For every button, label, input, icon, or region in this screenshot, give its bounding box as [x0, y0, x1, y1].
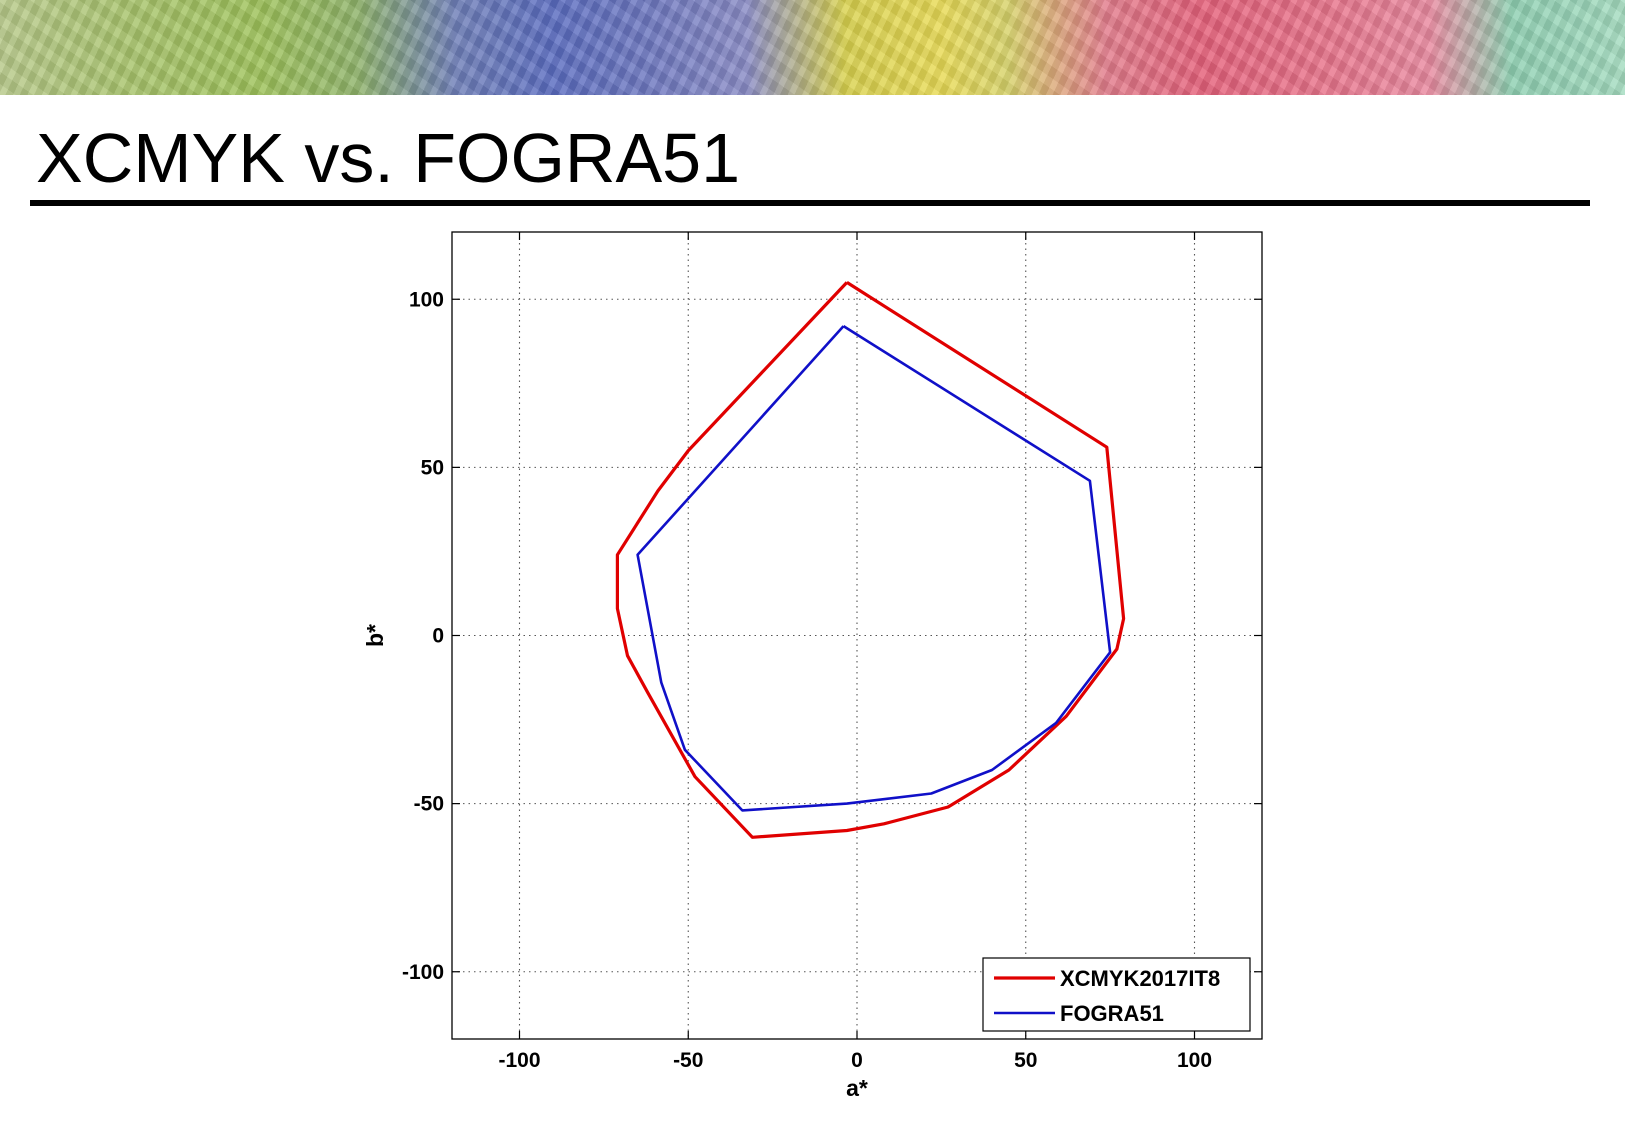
x-tick-label: -100	[498, 1049, 540, 1072]
y-tick-label: -100	[402, 961, 444, 984]
x-axis-label: a*	[846, 1075, 868, 1101]
y-tick-label: -50	[414, 793, 444, 816]
header-banner	[0, 0, 1625, 95]
series-line-xcmyk2017it8	[615, 281, 1126, 839]
series-layer	[615, 281, 1126, 839]
legend-entry-label: FOGRA51	[1060, 1001, 1164, 1026]
ticks: -100 -50 0 50 100 -100 -50 0 50 100	[402, 232, 1262, 1072]
page-title: XCMYK vs. FOGRA51	[36, 119, 741, 197]
grid	[452, 232, 1262, 1039]
legend-box	[982, 957, 1251, 1032]
y-axis-label: b*	[362, 624, 388, 647]
series-line-fogra51	[636, 324, 1112, 812]
y-tick-label: 0	[432, 625, 444, 648]
x-tick-label: 100	[1177, 1049, 1212, 1072]
x-tick-label: 50	[1014, 1049, 1037, 1072]
title-underline	[30, 200, 1590, 206]
legend: XCMYK2017IT8 FOGRA51	[982, 957, 1251, 1032]
y-tick-label: 100	[409, 288, 444, 311]
x-tick-label: -50	[673, 1049, 703, 1072]
legend-entry-label: XCMYK2017IT8	[1060, 966, 1220, 991]
y-tick-label: 50	[421, 456, 444, 479]
x-tick-label: 0	[851, 1049, 863, 1072]
